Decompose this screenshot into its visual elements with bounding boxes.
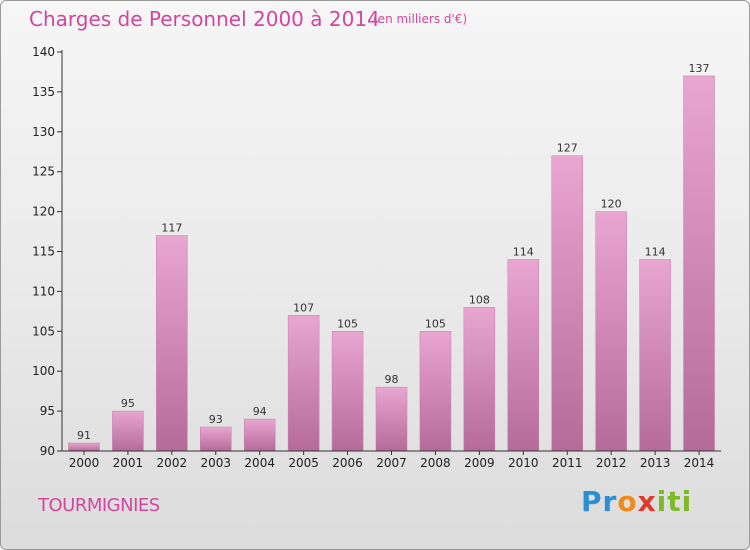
y-tick-label: 100	[32, 364, 55, 378]
bar-2005	[287, 315, 320, 452]
bar-2001	[112, 410, 144, 452]
x-tick-label: 2007	[376, 456, 407, 470]
bar-value-label: 114	[513, 245, 534, 258]
bars-group: 91 95 117 93 94 107 105 98 105 108 114 127 120 114 137	[68, 62, 715, 452]
x-axis: 2000 2001 2002 2003 2004 2005 2006 2007 2008 2009…	[62, 450, 721, 470]
y-tick-label: 105	[32, 324, 55, 338]
proxiti-logo: Proxiti	[581, 485, 693, 518]
x-tick-label: 2000	[69, 456, 100, 470]
y-tick-label: 135	[32, 85, 55, 99]
y-tick-label: 125	[32, 165, 55, 179]
x-tick-label: 2001	[113, 456, 144, 470]
bar-value-label: 93	[209, 413, 223, 426]
chart-title: Charges de Personnel 2000 à 2014	[29, 7, 380, 31]
y-tick-label: 130	[32, 125, 55, 139]
bar-2000	[68, 442, 100, 452]
bar-2010	[507, 259, 540, 452]
chart-subtitle: (en milliers d'€)	[373, 12, 468, 26]
bar-2003	[200, 426, 232, 452]
bar-2007	[375, 386, 408, 452]
bar-2014	[683, 75, 715, 452]
y-tick-label: 90	[40, 444, 55, 458]
x-tick-label: 2004	[244, 456, 275, 470]
x-tick-label: 2002	[157, 456, 188, 470]
x-tick-label: 2010	[508, 456, 539, 470]
bar-2002	[156, 235, 188, 452]
y-tick-label: 95	[40, 404, 55, 418]
bar-2012	[595, 211, 627, 452]
bar-value-label: 105	[337, 317, 358, 330]
bar-2006	[331, 331, 364, 452]
bar-value-label: 127	[557, 142, 578, 155]
bar-value-label: 107	[293, 301, 314, 314]
bar-value-label: 95	[121, 397, 135, 410]
x-tick-label: 2005	[288, 456, 319, 470]
bar-2004	[243, 418, 276, 452]
y-tick-label: 115	[32, 245, 55, 259]
bar-value-label: 98	[385, 373, 399, 386]
y-tick-label: 110	[32, 284, 55, 298]
x-tick-label: 2012	[596, 456, 627, 470]
bar-value-label: 137	[689, 62, 710, 75]
x-tick-label: 2009	[464, 456, 495, 470]
bar-2013	[639, 259, 671, 452]
bar-value-label: 120	[601, 198, 622, 211]
y-tick-label: 140	[32, 45, 55, 59]
bar-value-label: 94	[253, 405, 267, 418]
bar-value-label: 108	[469, 293, 490, 306]
bar-value-label: 91	[77, 429, 91, 442]
x-tick-label: 2014	[684, 456, 715, 470]
x-tick-label: 2013	[640, 456, 671, 470]
x-tick-label: 2008	[420, 456, 451, 470]
x-tick-label: 2006	[332, 456, 363, 470]
y-axis: 90 95 100 105 110 115 120 125 130 135 140	[32, 45, 63, 458]
bar-value-label: 105	[425, 317, 446, 330]
location-label: TOURMIGNIES	[38, 495, 160, 516]
y-tick-label: 120	[32, 205, 55, 219]
bar-2009	[463, 307, 496, 452]
x-tick-label: 2003	[200, 456, 231, 470]
x-tick-label: 2011	[552, 456, 583, 470]
bar-2011	[551, 155, 583, 452]
bar-2008	[419, 331, 452, 452]
bar-value-label: 114	[645, 245, 666, 258]
bar-value-label: 117	[161, 222, 182, 235]
